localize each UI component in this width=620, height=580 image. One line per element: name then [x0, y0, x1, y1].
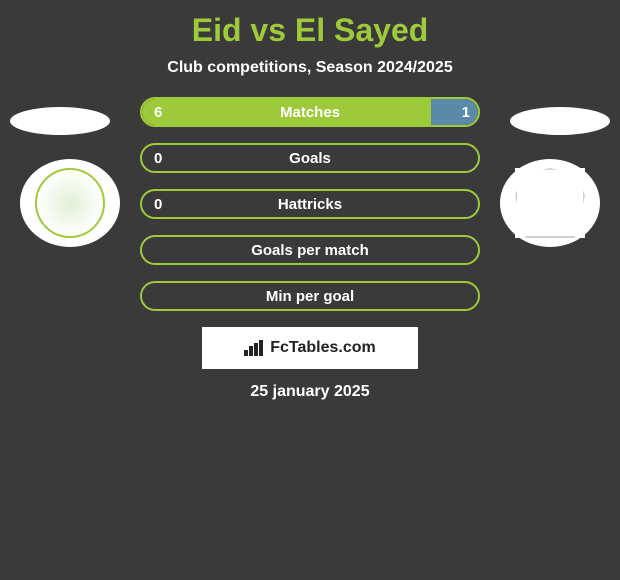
stat-row: Min per goal	[140, 281, 480, 311]
stat-label: Min per goal	[142, 288, 478, 305]
stat-label: Goals per match	[142, 242, 478, 259]
subtitle: Club competitions, Season 2024/2025	[0, 59, 620, 77]
stats-bars: 6Matches1 0Goals 0Hattricks Goals per match…	[140, 97, 480, 311]
stat-row: 0Hattricks	[140, 189, 480, 219]
stat-label: Hattricks	[142, 196, 478, 213]
stat-label: Goals	[142, 150, 478, 167]
branding-text: FcTables.com	[270, 339, 376, 357]
stat-label: Matches	[142, 104, 478, 121]
chart-icon	[244, 340, 264, 356]
stat-row: 6Matches1	[140, 97, 480, 127]
right-club-badge	[500, 159, 600, 247]
right-club-logo	[515, 168, 585, 238]
comparison-panel: 6Matches1 0Goals 0Hattricks Goals per match…	[0, 97, 620, 401]
stat-row: 0Goals	[140, 143, 480, 173]
branding-box: FcTables.com	[202, 327, 418, 369]
page-title: Eid vs El Sayed	[0, 0, 620, 49]
left-club-badge	[20, 159, 120, 247]
right-player-ellipse	[510, 107, 610, 135]
stat-right-value: 1	[462, 104, 470, 121]
stat-row: Goals per match	[140, 235, 480, 265]
left-club-logo	[35, 168, 105, 238]
left-player-ellipse	[10, 107, 110, 135]
date-label: 25 january 2025	[0, 383, 620, 401]
